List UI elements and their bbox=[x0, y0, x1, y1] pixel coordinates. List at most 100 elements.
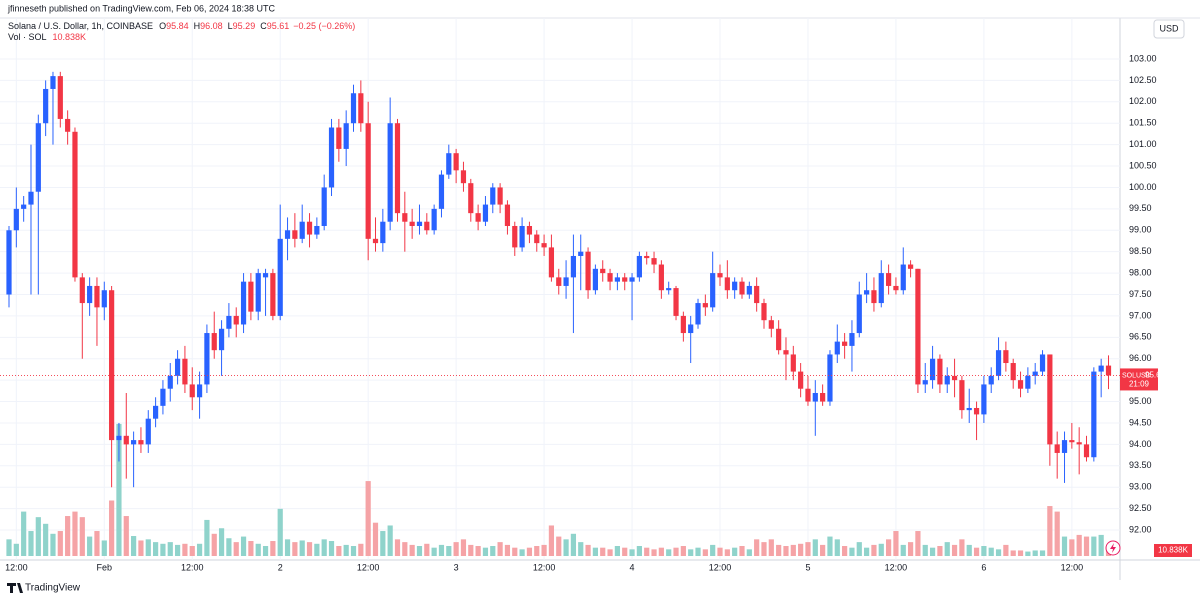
volume-bar bbox=[1091, 536, 1097, 556]
volume-bar bbox=[416, 546, 423, 556]
candle-body bbox=[1091, 371, 1097, 458]
volume-bar bbox=[864, 547, 870, 556]
volume-bar bbox=[622, 547, 628, 556]
volume-bar bbox=[893, 531, 899, 556]
candle-body bbox=[94, 285, 100, 308]
currency-box[interactable] bbox=[1153, 19, 1185, 39]
volume-bar bbox=[226, 538, 232, 556]
candle-body bbox=[504, 204, 511, 226]
x-tick-label: 6 bbox=[981, 562, 986, 572]
volume-bar bbox=[702, 549, 708, 556]
volume-bar bbox=[710, 544, 716, 556]
candle-body bbox=[174, 358, 181, 376]
candle-body bbox=[710, 273, 716, 308]
volume-bar bbox=[761, 542, 767, 556]
candle-body bbox=[321, 187, 327, 226]
volume-bar bbox=[1003, 544, 1009, 556]
volume-bar bbox=[658, 547, 664, 556]
candle-body bbox=[365, 123, 371, 239]
candle-body bbox=[314, 225, 320, 235]
candle-body bbox=[768, 320, 774, 329]
volume-bar bbox=[21, 511, 27, 556]
candle-body bbox=[240, 281, 247, 325]
y-tick-label: 100.00 bbox=[1129, 182, 1157, 192]
currency[interactable]: USD bbox=[1159, 23, 1179, 33]
candle-body bbox=[1083, 444, 1090, 458]
volume-bar bbox=[160, 543, 166, 556]
volume-bar bbox=[240, 536, 247, 556]
volume-bar bbox=[394, 539, 401, 556]
volume-bar bbox=[776, 544, 782, 556]
volume-bar bbox=[798, 543, 804, 556]
volume-bar bbox=[409, 544, 415, 556]
volume-bar bbox=[614, 546, 620, 556]
candle-body bbox=[211, 333, 217, 351]
volume-bar bbox=[929, 547, 936, 556]
price-label: 95.61 bbox=[1145, 371, 1166, 380]
volume-bar bbox=[512, 547, 518, 556]
candle-body bbox=[922, 380, 928, 385]
candle-body bbox=[570, 255, 577, 278]
volume-bar bbox=[116, 423, 122, 556]
x-tick-label: 12:00 bbox=[885, 562, 908, 572]
volume-value: 10.838K bbox=[53, 32, 87, 42]
volume-bar bbox=[292, 542, 298, 556]
candle-body bbox=[614, 277, 620, 282]
candle-body bbox=[820, 392, 826, 402]
volume-bar bbox=[644, 547, 650, 556]
volume-bar bbox=[57, 531, 63, 556]
volume-bar bbox=[563, 539, 569, 556]
volume-bar bbox=[387, 525, 393, 556]
candle-body bbox=[1025, 375, 1031, 389]
volume-bar bbox=[328, 541, 335, 556]
volume-bar bbox=[380, 531, 386, 556]
candle-body bbox=[72, 131, 78, 278]
legend: Solana / U.S. Dollar, 1h, COINBASE O95.84… bbox=[8, 21, 355, 31]
candle-body bbox=[878, 273, 884, 304]
volume-bar bbox=[109, 500, 115, 556]
volume-bar bbox=[1054, 511, 1060, 556]
volume-bar bbox=[981, 546, 987, 556]
volume-bar bbox=[277, 508, 283, 556]
volume-bar bbox=[196, 543, 203, 556]
candle-body bbox=[534, 234, 540, 244]
y-tick-label: 101.50 bbox=[1129, 118, 1157, 128]
volume-bar bbox=[680, 546, 686, 556]
x-tick-label: 4 bbox=[630, 562, 635, 572]
ohlc-letter: O bbox=[159, 21, 166, 31]
volume-bar bbox=[556, 536, 562, 556]
candle-body bbox=[1098, 365, 1104, 372]
volume-bar bbox=[233, 542, 239, 556]
candle-body bbox=[783, 350, 789, 355]
volume-bar bbox=[534, 546, 540, 556]
candle-body bbox=[358, 93, 364, 124]
candle-body bbox=[138, 440, 144, 445]
volume-bar bbox=[907, 542, 914, 556]
volume-bar bbox=[519, 549, 525, 556]
candle-body bbox=[651, 258, 657, 265]
volume-bar bbox=[783, 546, 789, 556]
candle-body bbox=[409, 221, 415, 226]
candle-body bbox=[688, 324, 694, 334]
candle-body bbox=[1076, 442, 1082, 445]
candle-body bbox=[636, 255, 642, 278]
candle-body bbox=[468, 183, 474, 214]
candle-body bbox=[490, 187, 496, 205]
candle-body bbox=[871, 290, 877, 304]
volume-pane bbox=[6, 423, 1112, 556]
y-tick-label: 99.50 bbox=[1129, 203, 1152, 213]
volume-bar bbox=[1032, 550, 1038, 556]
volume-bar bbox=[959, 539, 965, 556]
candle-body bbox=[805, 388, 811, 402]
candle-body bbox=[600, 268, 606, 274]
header: jfinneseth published on TradingView.com,… bbox=[7, 3, 276, 13]
candle-body bbox=[607, 273, 613, 282]
y-tick-label: 97.00 bbox=[1129, 310, 1152, 320]
candle-body bbox=[798, 371, 804, 389]
candle-body bbox=[658, 264, 664, 291]
volume-bar bbox=[1083, 536, 1090, 556]
volume-bar bbox=[262, 546, 269, 556]
brand: TradingView bbox=[25, 583, 81, 594]
candle-body bbox=[893, 285, 899, 291]
